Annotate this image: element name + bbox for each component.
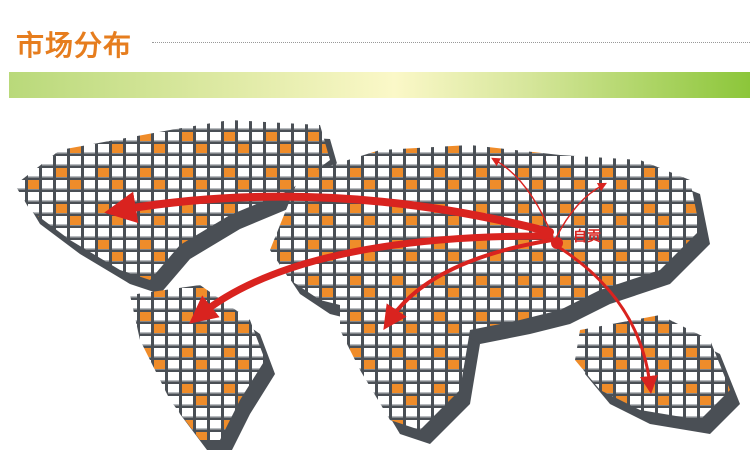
title-divider (152, 42, 750, 43)
australia (575, 315, 730, 420)
origin-marker (551, 237, 563, 249)
gradient-banner (9, 72, 750, 98)
page-title: 市场分布 (16, 29, 133, 62)
arrow-australia (558, 246, 658, 394)
arrow-south-america (189, 232, 554, 324)
arrow-africa (383, 238, 554, 330)
south-america (130, 285, 265, 440)
arrow-north-america (104, 191, 554, 236)
africa (340, 300, 470, 430)
arrow-east-asia (555, 182, 607, 239)
arrows (104, 157, 658, 394)
arrow-north-asia (491, 157, 554, 239)
world-map (15, 120, 740, 450)
origin-label: 自贡 (573, 229, 601, 245)
continents (15, 120, 730, 440)
